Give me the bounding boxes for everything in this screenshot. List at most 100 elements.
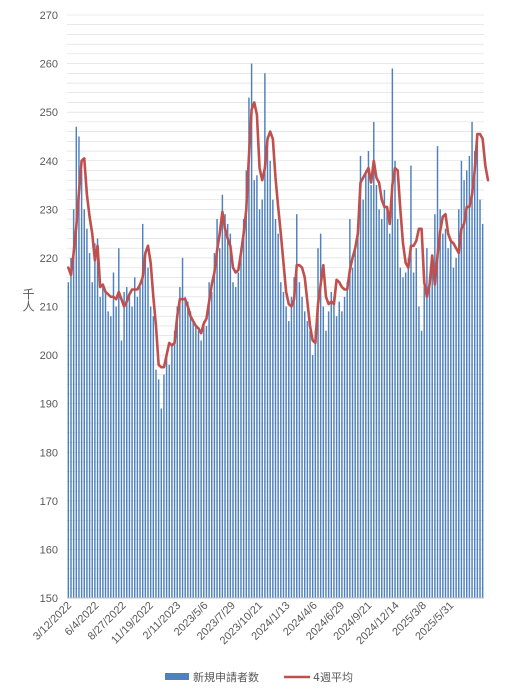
y-tick-label: 160 xyxy=(40,544,58,556)
bar xyxy=(208,282,210,598)
bar xyxy=(311,355,314,598)
bar xyxy=(80,170,83,598)
bar xyxy=(192,321,194,598)
bar xyxy=(338,301,340,598)
bar xyxy=(181,257,184,598)
bar xyxy=(264,73,266,599)
bar xyxy=(258,209,261,598)
bar xyxy=(176,306,178,598)
legend: 新規申請者数 4週平均 xyxy=(165,670,353,684)
bar xyxy=(102,287,104,598)
bar xyxy=(126,287,128,598)
bar xyxy=(224,214,226,598)
bar xyxy=(274,219,277,599)
bar xyxy=(141,223,144,598)
bar xyxy=(391,68,394,598)
bar xyxy=(322,306,325,598)
bar xyxy=(466,170,468,598)
y-axis-label: 千人 xyxy=(21,288,35,312)
bar xyxy=(476,141,479,598)
bar xyxy=(399,267,402,598)
bar xyxy=(288,321,290,598)
x-axis: 3/12/20226/4/20228/27/202211/19/20222/11… xyxy=(31,597,484,647)
bar xyxy=(341,311,343,598)
bar xyxy=(468,155,471,598)
bar xyxy=(248,97,250,598)
bar xyxy=(144,253,147,598)
bar xyxy=(301,296,303,598)
bar xyxy=(70,257,72,598)
y-tick-label: 180 xyxy=(40,447,58,459)
bar xyxy=(309,330,311,598)
y-tick-label: 250 xyxy=(40,107,58,119)
bar xyxy=(134,277,136,598)
legend-line-label: 4週平均 xyxy=(313,671,353,684)
bar xyxy=(285,306,287,598)
bar xyxy=(349,219,351,599)
bar xyxy=(362,199,364,598)
bar xyxy=(386,209,388,598)
y-tick-label: 220 xyxy=(40,253,58,265)
bar xyxy=(250,63,253,598)
bar xyxy=(253,180,255,598)
bar xyxy=(179,287,181,598)
bar xyxy=(394,160,396,598)
bar xyxy=(136,296,139,598)
bar xyxy=(104,291,107,598)
bar xyxy=(282,291,285,598)
bar xyxy=(120,340,123,598)
y-tick-label: 170 xyxy=(40,496,58,508)
bar xyxy=(402,277,404,598)
bar xyxy=(240,248,242,598)
bar xyxy=(168,364,170,598)
bar xyxy=(418,306,420,598)
bar xyxy=(444,228,447,598)
average-line xyxy=(67,101,490,369)
bar xyxy=(343,296,346,598)
bar xyxy=(200,340,202,598)
bar xyxy=(357,233,359,599)
bar xyxy=(351,267,354,598)
bar xyxy=(447,248,449,598)
bar xyxy=(86,228,88,598)
y-tick-label: 210 xyxy=(40,302,58,314)
bar xyxy=(213,253,216,598)
bar xyxy=(423,287,425,598)
bar xyxy=(91,282,93,598)
bar xyxy=(245,170,248,598)
bar xyxy=(428,282,431,598)
bar xyxy=(107,311,109,598)
bar xyxy=(229,233,232,599)
bar xyxy=(365,170,367,598)
bar-series xyxy=(67,63,484,599)
bar xyxy=(354,248,356,598)
y-tick-label: 270 xyxy=(40,10,58,22)
bar xyxy=(359,155,362,598)
bar xyxy=(94,243,96,598)
y-tick-label: 260 xyxy=(40,59,58,71)
bar xyxy=(75,126,78,599)
bar xyxy=(346,282,348,598)
bar xyxy=(128,296,131,598)
bar xyxy=(203,321,205,598)
bar xyxy=(439,209,441,598)
bar xyxy=(171,345,173,598)
bar xyxy=(110,316,112,598)
bar xyxy=(298,282,301,598)
bar xyxy=(471,121,473,598)
bar xyxy=(290,296,293,598)
bar xyxy=(96,238,99,599)
bar xyxy=(195,325,197,598)
bar xyxy=(112,272,115,598)
bar xyxy=(232,282,234,598)
y-tick-label: 200 xyxy=(40,350,58,362)
bar xyxy=(218,248,221,598)
bar xyxy=(452,267,455,598)
bar xyxy=(277,233,279,599)
bar xyxy=(479,199,481,598)
y-tick-label: 150 xyxy=(40,593,58,605)
bar xyxy=(426,248,428,598)
bar xyxy=(242,219,245,599)
bar xyxy=(296,214,298,598)
